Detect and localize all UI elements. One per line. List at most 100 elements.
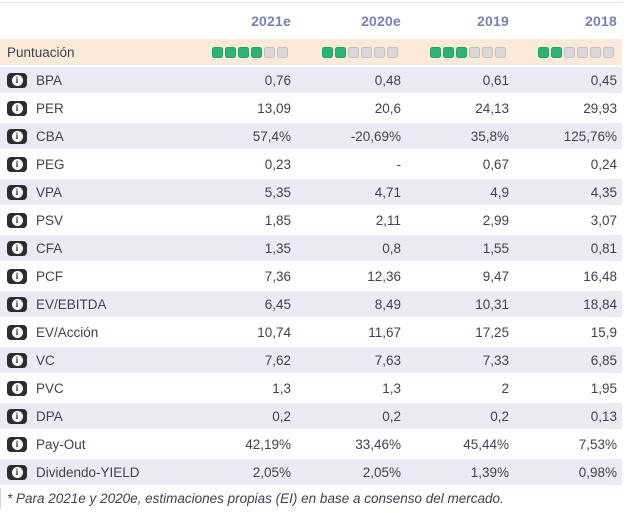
info-icon[interactable]: i — [7, 408, 27, 424]
metric-value-2021e: 6,45 — [264, 296, 291, 312]
info-icon[interactable]: i — [7, 296, 27, 312]
metric-value-2020e: 1,3 — [382, 380, 401, 396]
info-icon-glyph: i — [11, 298, 23, 310]
metric-value-2020e: 33,46% — [355, 436, 401, 452]
table-row: i CFA 1,35 0,8 1,55 0,81 — [0, 235, 622, 261]
metric-value-2019: 2 — [501, 380, 509, 396]
metric-value-2021e: 57,4% — [252, 128, 291, 144]
metric-value-2018: 1,95 — [590, 380, 617, 396]
metric-value-2019: 17,25 — [475, 324, 509, 340]
table-row: i PER 13,09 20,6 24,13 29,93 — [0, 95, 622, 121]
metric-value-2018: 0,98% — [578, 464, 617, 480]
table-header-row: 2021e 2020e 2019 2018 — [0, 3, 622, 39]
metric-value-2020e: 12,36 — [367, 268, 401, 284]
metric-value-2019: 4,9 — [490, 184, 509, 200]
table-row: i PSV 1,85 2,11 2,99 3,07 — [0, 207, 622, 233]
metric-label: VC — [36, 352, 55, 368]
metric-value-2020e: 11,67 — [368, 324, 401, 340]
info-icon[interactable]: i — [7, 72, 27, 88]
metric-value-2019: 24,13 — [475, 100, 509, 116]
info-icon-glyph: i — [11, 158, 23, 170]
metric-value-2018: 4,35 — [590, 184, 617, 200]
info-icon[interactable]: i — [7, 156, 27, 172]
metric-value-2021e: 1,85 — [264, 212, 291, 228]
column-header-2019: 2019 — [477, 13, 509, 29]
info-icon[interactable]: i — [7, 352, 27, 368]
metric-label: CBA — [36, 128, 64, 144]
score-square-filled — [238, 46, 249, 58]
metric-value-2021e: 0,76 — [264, 72, 291, 88]
score-square-filled — [551, 46, 562, 58]
info-icon-glyph: i — [11, 410, 23, 422]
info-icon[interactable]: i — [7, 100, 27, 116]
metric-value-2018: 0,24 — [590, 156, 617, 172]
metric-value-2018: 0,81 — [590, 240, 617, 256]
metric-label: PCF — [36, 268, 63, 284]
info-icon-glyph: i — [11, 354, 23, 366]
metric-value-2019: 0,61 — [482, 72, 509, 88]
info-icon[interactable]: i — [7, 240, 27, 256]
score-square-filled — [251, 46, 262, 58]
metric-value-2020e: 7,63 — [374, 352, 401, 368]
score-square-empty — [482, 46, 493, 58]
table-row: i DPA 0,2 0,2 0,2 0,13 — [0, 403, 622, 429]
table-row: i VPA 5,35 4,71 4,9 4,35 — [0, 179, 622, 205]
metric-value-2020e: - — [396, 156, 402, 172]
score-square-empty — [374, 46, 385, 58]
info-icon-glyph: i — [11, 438, 23, 450]
metric-value-2020e: 0,8 — [382, 240, 401, 256]
score-square-filled — [335, 46, 346, 58]
metric-value-2020e: 0,2 — [382, 408, 401, 424]
score-cell-2020e — [296, 46, 406, 58]
metric-label: VPA — [36, 184, 63, 200]
metric-value-2019: 2,99 — [482, 212, 509, 228]
info-icon-glyph: i — [11, 326, 23, 338]
metric-label: BPA — [36, 72, 63, 88]
score-square-filled — [443, 46, 454, 58]
info-icon[interactable]: i — [7, 464, 27, 480]
score-square-filled — [430, 46, 441, 58]
info-icon[interactable]: i — [7, 212, 27, 228]
info-icon[interactable]: i — [7, 184, 27, 200]
metric-value-2020e: 0,48 — [374, 72, 401, 88]
score-square-empty — [469, 46, 480, 58]
footnote: * Para 2021e y 2020e, estimaciones propi… — [0, 488, 628, 509]
metric-value-2021e: 1,35 — [264, 240, 291, 256]
score-square-empty — [277, 46, 288, 58]
metric-label: PSV — [36, 212, 64, 228]
metrics-table: 2021e 2020e 2019 2018 Puntuación i BPA 0… — [0, 2, 622, 485]
score-square-empty — [361, 46, 372, 58]
metric-label: EV/Acción — [36, 324, 99, 340]
score-square-filled — [225, 46, 236, 58]
metric-value-2018: 29,93 — [583, 100, 617, 116]
score-cell-2019 — [406, 46, 514, 58]
metric-value-2020e: -20,69% — [350, 128, 401, 144]
info-icon[interactable]: i — [7, 380, 27, 396]
info-icon[interactable]: i — [7, 436, 27, 452]
metric-value-2021e: 13,09 — [257, 100, 291, 116]
column-header-2018: 2018 — [585, 13, 617, 29]
table-row: i PCF 7,36 12,36 9,47 16,48 — [0, 263, 622, 289]
info-icon[interactable]: i — [7, 128, 27, 144]
metric-value-2021e: 2,05% — [252, 464, 291, 480]
metric-rows: i BPA 0,76 0,48 0,61 0,45 i PER 13,09 20… — [0, 67, 622, 485]
metric-value-2021e: 1,3 — [272, 380, 291, 396]
metric-value-2018: 0,45 — [590, 72, 617, 88]
column-header-2020e: 2020e — [361, 13, 401, 29]
metric-value-2018: 0,13 — [590, 408, 617, 424]
metric-value-2020e: 2,05% — [362, 464, 401, 480]
score-square-empty — [495, 46, 506, 58]
info-icon[interactable]: i — [7, 268, 27, 284]
info-icon-glyph: i — [11, 74, 23, 86]
info-icon-glyph: i — [11, 214, 23, 226]
table-row: i PVC 1,3 1,3 2 1,95 — [0, 375, 622, 401]
metric-value-2019: 7,33 — [482, 352, 509, 368]
table-row: i EV/Acción 10,74 11,67 17,25 15,9 — [0, 319, 622, 345]
info-icon[interactable]: i — [7, 324, 27, 340]
table-row: i PEG 0,23 - 0,67 0,24 — [0, 151, 622, 177]
metric-value-2019: 0,2 — [490, 408, 509, 424]
info-icon-glyph: i — [11, 242, 23, 254]
metric-value-2020e: 8,49 — [374, 296, 401, 312]
metric-value-2018: 18,84 — [583, 296, 617, 312]
metric-value-2019: 0,67 — [482, 156, 509, 172]
